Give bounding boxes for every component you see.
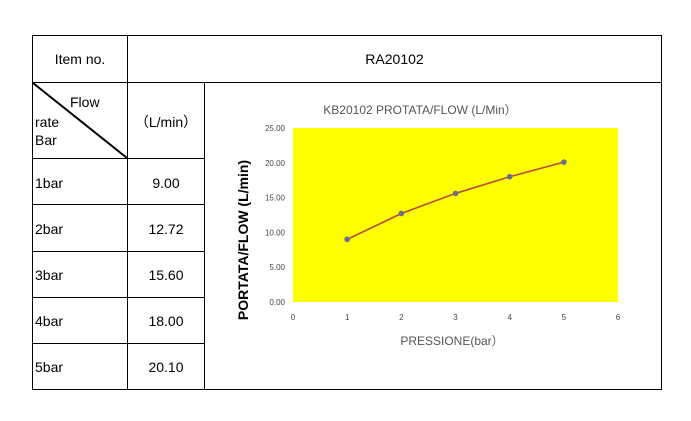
row-divider-5 (32, 343, 205, 344)
y-tick-label: 10.00 (265, 228, 286, 237)
header-bar: Bar (35, 132, 57, 148)
x-tick-label: 6 (616, 313, 621, 322)
x-tick-label: 0 (291, 313, 296, 322)
table-border-right (661, 35, 662, 390)
x-tick-label: 3 (453, 313, 458, 322)
model-number: RA20102 (365, 51, 424, 67)
chart-title: KB20102 PROTATA/FLOW (L/Min） (323, 103, 516, 117)
x-tick-label: 2 (399, 313, 404, 322)
column-divider-2 (204, 83, 205, 390)
header-rate: rate (35, 114, 60, 130)
item-no-label: Item no. (54, 51, 106, 67)
header-diagonal (32, 82, 128, 159)
table-border-top (32, 35, 662, 36)
table-border-left (32, 35, 33, 390)
row-2-pressure: 2bar (35, 221, 64, 237)
y-tick-label: 5.00 (269, 263, 285, 272)
data-point (344, 236, 350, 243)
row-5-flow: 20.10 (148, 359, 184, 375)
row-divider-4 (32, 297, 205, 298)
data-point (506, 173, 513, 180)
row-2-flow: 12.72 (148, 221, 184, 237)
chart-y-axis-label: PORTATA/FLOW (L/min) (235, 160, 251, 320)
data-point (561, 159, 567, 165)
chart-plot-area (293, 128, 618, 302)
table-border-bottom (32, 389, 662, 390)
row-divider-2 (32, 204, 205, 205)
row-divider-1 (32, 158, 205, 159)
row-4-flow: 18.00 (148, 313, 184, 329)
row-divider-header (32, 82, 662, 83)
x-tick-label: 4 (507, 313, 512, 322)
chart-x-axis-label: PRESSIONE(bar） (400, 334, 503, 348)
y-tick-label: 15.00 (265, 194, 286, 203)
unit-label: （L/min） (134, 114, 198, 130)
data-point (398, 210, 405, 217)
row-1-flow: 9.00 (152, 175, 180, 191)
row-3-pressure: 3bar (35, 267, 64, 283)
row-5-pressure: 5bar (35, 359, 64, 375)
y-tick-label: 0.00 (269, 298, 285, 307)
header-flow: Flow (70, 94, 100, 110)
row-1-pressure: 1bar (35, 175, 64, 191)
y-tick-label: 25.00 (265, 124, 286, 133)
row-4-pressure: 4bar (35, 313, 64, 329)
row-divider-3 (32, 251, 205, 252)
x-tick-label: 5 (562, 313, 567, 322)
data-point (452, 190, 459, 197)
row-3-flow: 15.60 (148, 267, 184, 283)
x-tick-label: 1 (345, 313, 350, 322)
column-divider-1 (127, 35, 128, 390)
flow-pressure-chart: KB20102 PROTATA/FLOW (L/Min） PORTATA/FLO… (235, 103, 621, 348)
y-tick-label: 20.00 (265, 159, 286, 168)
